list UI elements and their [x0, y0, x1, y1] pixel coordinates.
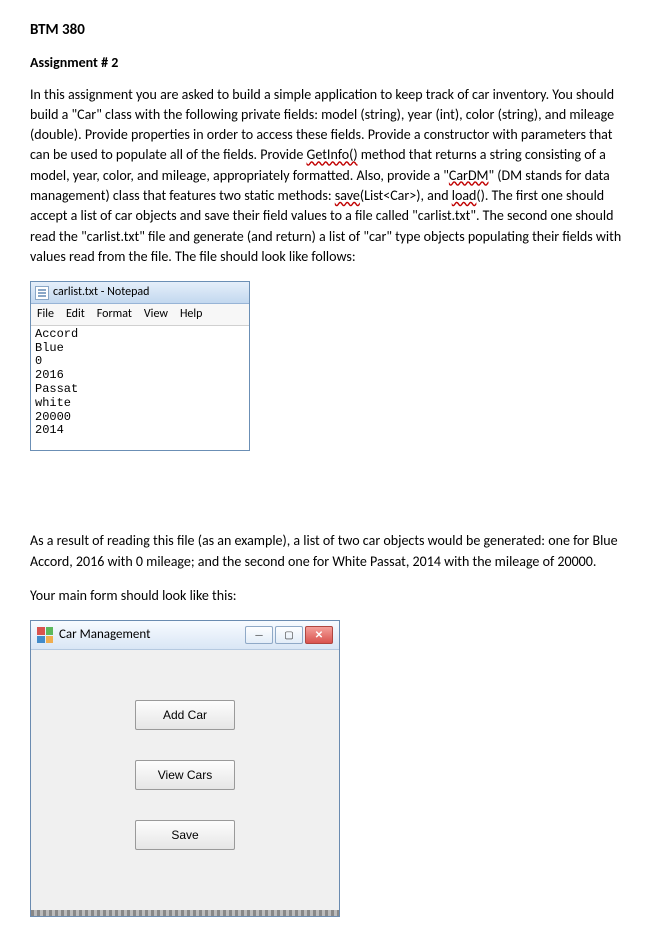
menu-format[interactable]: Format — [97, 306, 132, 323]
form-body: Add Car View Cars Save — [31, 650, 339, 910]
menu-file[interactable]: File — [37, 306, 54, 323]
load-text: load — [452, 187, 477, 204]
form-titlebar: Car Management — ▢ ✕ — [31, 621, 339, 650]
form-intro: Your main form should look like this: — [30, 586, 631, 606]
maximize-button[interactable]: ▢ — [275, 626, 303, 644]
add-car-button[interactable]: Add Car — [135, 700, 235, 730]
notepad-window: carlist.txt - Notepad File Edit Format V… — [30, 281, 250, 451]
getinfo-text: GetInfo() — [307, 146, 358, 163]
minimize-button[interactable]: — — [245, 626, 273, 644]
save-text: save — [335, 187, 360, 204]
form-bottom-strip — [31, 910, 339, 916]
notepad-menu: File Edit Format View Help — [31, 304, 249, 326]
menu-view[interactable]: View — [144, 306, 168, 323]
save-button[interactable]: Save — [135, 820, 235, 850]
window-controls: — ▢ ✕ — [245, 626, 333, 644]
form-title-left: Car Management — [37, 626, 150, 644]
intro-text-4: (List<Car>), and — [360, 187, 452, 204]
view-cars-button[interactable]: View Cars — [135, 760, 235, 790]
assignment-title: Assignment # 2 — [30, 53, 631, 73]
menu-help[interactable]: Help — [180, 306, 203, 323]
intro-paragraph: In this assignment you are asked to buil… — [30, 85, 631, 268]
notepad-icon — [35, 286, 49, 300]
notepad-titlebar: carlist.txt - Notepad — [31, 282, 249, 304]
menu-edit[interactable]: Edit — [66, 306, 85, 323]
cardm-text: CarDM — [449, 167, 489, 184]
notepad-content: Accord Blue 0 2016 Passat white 20000 20… — [31, 326, 249, 450]
result-paragraph: As a result of reading this file (as an … — [30, 531, 631, 572]
notepad-title: carlist.txt - Notepad — [53, 284, 149, 301]
form-title: Car Management — [59, 626, 150, 644]
form-icon — [37, 627, 53, 643]
course-code: BTM 380 — [30, 20, 631, 41]
form-window: Car Management — ▢ ✕ Add Car View Cars S… — [30, 620, 340, 917]
close-button[interactable]: ✕ — [305, 626, 333, 644]
